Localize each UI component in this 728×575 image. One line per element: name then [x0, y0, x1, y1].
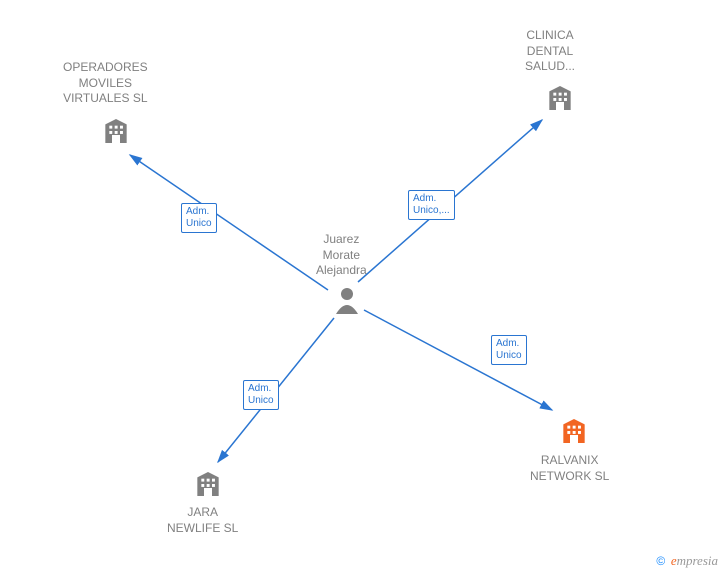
edge-op-moviles: [130, 155, 328, 290]
edge-label-op-moviles: Adm. Unico: [181, 203, 217, 233]
company-label-op-moviles[interactable]: OPERADORES MOVILES VIRTUALES SL: [63, 60, 148, 107]
brand-rest: mpresia: [677, 553, 718, 568]
company-label-clinica-dental[interactable]: CLINICA DENTAL SALUD...: [525, 28, 575, 75]
company-icon-jara-newlife[interactable]: [192, 468, 224, 500]
edge-label-jara-newlife: Adm. Unico: [243, 380, 279, 410]
company-icon-op-moviles[interactable]: [100, 115, 132, 147]
copyright-symbol: ©: [656, 554, 665, 568]
company-icon-ralvanix[interactable]: [558, 415, 590, 447]
footer-brand: © empresia: [656, 553, 718, 569]
company-label-jara-newlife[interactable]: JARA NEWLIFE SL: [167, 505, 238, 536]
company-label-ralvanix[interactable]: RALVANIX NETWORK SL: [530, 453, 609, 484]
person-icon[interactable]: [336, 288, 358, 314]
edge-label-clinica-dental: Adm. Unico,...: [408, 190, 455, 220]
edge-label-ralvanix: Adm. Unico: [491, 335, 527, 365]
person-label[interactable]: Juarez Morate Alejandra: [316, 232, 367, 279]
company-icon-clinica-dental[interactable]: [544, 82, 576, 114]
